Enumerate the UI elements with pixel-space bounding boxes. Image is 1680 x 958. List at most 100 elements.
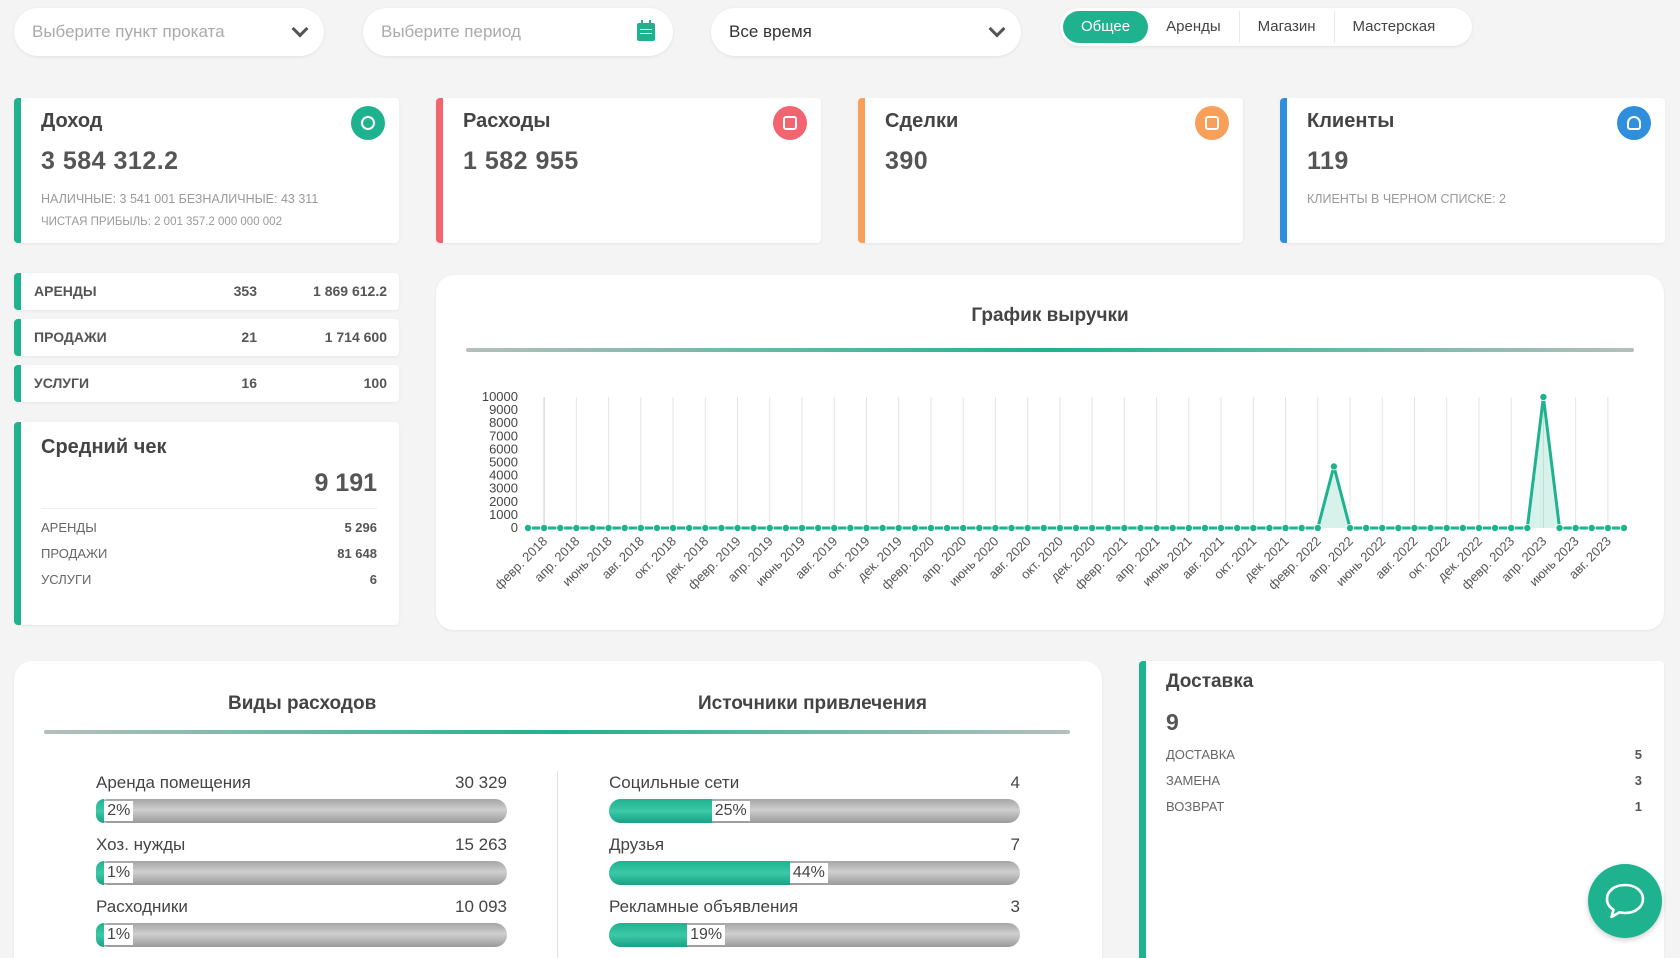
data-point xyxy=(1233,523,1242,532)
summary-row-sales: ПРОДАЖИ 21 1 714 600 xyxy=(14,319,399,356)
y-tick-label: 4000 xyxy=(489,468,518,483)
data-point xyxy=(1200,523,1209,532)
data-point xyxy=(1523,523,1532,532)
data-point xyxy=(652,523,661,532)
delivery-line-value: 3 xyxy=(1634,773,1642,788)
delivery-card: Доставка 9 ДОСТАВКА 5 ЗАМЕНА 3 ВОЗВРАТ 1 xyxy=(1139,661,1664,958)
data-point xyxy=(878,523,887,532)
data-point xyxy=(1474,523,1483,532)
progress-fill xyxy=(609,799,712,823)
data-point xyxy=(1055,523,1064,532)
data-point xyxy=(749,523,758,532)
income-card: Доход 3 584 312.2 НАЛИЧНЫЕ: 3 541 001 БЕ… xyxy=(14,98,399,243)
list-item: УСЛУГИ 6 xyxy=(41,572,377,587)
data-point xyxy=(1249,523,1258,532)
income-title: Доход xyxy=(41,110,103,132)
expense-item-household: Хоз. нужды 15 263 1% xyxy=(96,835,507,885)
progress-percent: 44% xyxy=(789,863,828,883)
tab-rentals[interactable]: Аренды xyxy=(1148,11,1240,43)
clients-value: 119 xyxy=(1307,147,1349,175)
expense-value: 30 329 xyxy=(455,773,507,792)
data-point xyxy=(1104,523,1113,532)
data-point xyxy=(830,523,839,532)
progress-percent: 1% xyxy=(104,863,134,883)
expense-label: Хоз. нужды xyxy=(96,835,186,854)
data-point xyxy=(943,523,952,532)
source-item-social: Социльные сети 4 25% xyxy=(609,773,1020,823)
data-point xyxy=(1362,523,1371,532)
income-payment-split: НАЛИЧНЫЕ: 3 541 001 БЕЗНАЛИЧНЫЕ: 43 311 xyxy=(41,192,319,206)
revenue-chart-card: График выручки февр. 2018 апр. 2018 июнь 2… xyxy=(436,275,1664,630)
summary-row-services: УСЛУГИ 16 100 xyxy=(14,365,399,402)
data-point xyxy=(604,523,613,532)
data-point xyxy=(1136,523,1145,532)
data-point xyxy=(1072,523,1081,532)
avg-line-label: АРЕНДЫ xyxy=(41,520,97,535)
breakdown-card: Виды расходов Источники привлечения Арен… xyxy=(14,661,1102,958)
list-item: ДОСТАВКА 5 xyxy=(1166,747,1642,762)
data-point xyxy=(1587,523,1596,532)
expense-item-rent: Аренда помещения 30 329 2% xyxy=(96,773,507,823)
summary-row-rentals: АРЕНДЫ 353 1 869 612.2 xyxy=(14,273,399,310)
progress-bar: 1% xyxy=(96,861,507,885)
data-point xyxy=(1023,523,1032,532)
list-item: ПРОДАЖИ 81 648 xyxy=(41,546,377,561)
summary-label: АРЕНДЫ xyxy=(34,283,97,299)
source-value: 4 xyxy=(1010,773,1020,792)
y-tick-label: 3000 xyxy=(489,481,518,496)
period-picker-placeholder: Выберите период xyxy=(381,22,521,41)
data-point xyxy=(910,523,919,532)
range-select-value: Все время xyxy=(729,22,812,41)
data-point xyxy=(1620,523,1629,532)
progress-percent: 19% xyxy=(687,925,726,945)
data-point xyxy=(1539,393,1548,402)
progress-percent: 2% xyxy=(104,801,134,821)
range-select[interactable]: Все время xyxy=(711,8,1021,56)
clients-blacklist: КЛИЕНТЫ В ЧЕРНОМ СПИСКЕ: 2 xyxy=(1307,192,1506,206)
data-point xyxy=(733,523,742,532)
chat-button[interactable] xyxy=(1588,864,1662,938)
data-point xyxy=(926,523,935,532)
summary-label: ПРОДАЖИ xyxy=(34,329,107,345)
y-tick-label: 6000 xyxy=(489,441,518,456)
period-picker[interactable]: Выберите период xyxy=(363,8,673,56)
data-point xyxy=(846,523,855,532)
progress-fill xyxy=(96,861,104,885)
document-icon xyxy=(1195,106,1229,140)
avg-line-value: 6 xyxy=(369,572,377,587)
deals-value: 390 xyxy=(885,147,929,175)
expense-value: 15 263 xyxy=(455,835,507,854)
y-tick-label: 5000 xyxy=(489,455,518,470)
tab-general[interactable]: Общее xyxy=(1063,11,1149,43)
data-point xyxy=(975,523,984,532)
deals-title: Сделки xyxy=(885,110,959,132)
data-point xyxy=(1152,523,1161,532)
data-point xyxy=(701,523,710,532)
tab-shop[interactable]: Магазин xyxy=(1240,11,1335,43)
y-tick-label: 10000 xyxy=(482,389,518,404)
delivery-line-value: 1 xyxy=(1634,799,1642,814)
summary-label: УСЛУГИ xyxy=(34,375,90,391)
data-point xyxy=(1442,523,1451,532)
data-point xyxy=(1458,523,1467,532)
y-tick-label: 7000 xyxy=(489,428,518,443)
average-check-card: Средний чек 9 191 АРЕНДЫ 5 296 ПРОДАЖИ 81 … xyxy=(14,422,399,625)
tab-workshop[interactable]: Мастерская xyxy=(1352,18,1436,35)
data-point xyxy=(781,523,790,532)
expenses-types-title[interactable]: Виды расходов xyxy=(228,693,377,714)
data-point xyxy=(1329,462,1338,471)
data-point xyxy=(1168,523,1177,532)
expense-value: 10 093 xyxy=(455,897,507,916)
list-item: ВОЗВРАТ 1 xyxy=(1166,799,1642,814)
location-select[interactable]: Выберите пункт проката xyxy=(14,8,324,56)
data-point xyxy=(797,523,806,532)
clients-title: Клиенты xyxy=(1307,110,1395,132)
data-point xyxy=(524,523,533,532)
delivery-title: Доставка xyxy=(1166,671,1254,692)
summary-count: 21 xyxy=(241,329,257,345)
income-value: 3 584 312.2 xyxy=(41,147,179,175)
progress-bar: 19% xyxy=(609,923,1020,947)
acquisition-sources-title[interactable]: Источники привлечения xyxy=(698,693,928,714)
chat-bubble-icon xyxy=(1605,883,1645,919)
